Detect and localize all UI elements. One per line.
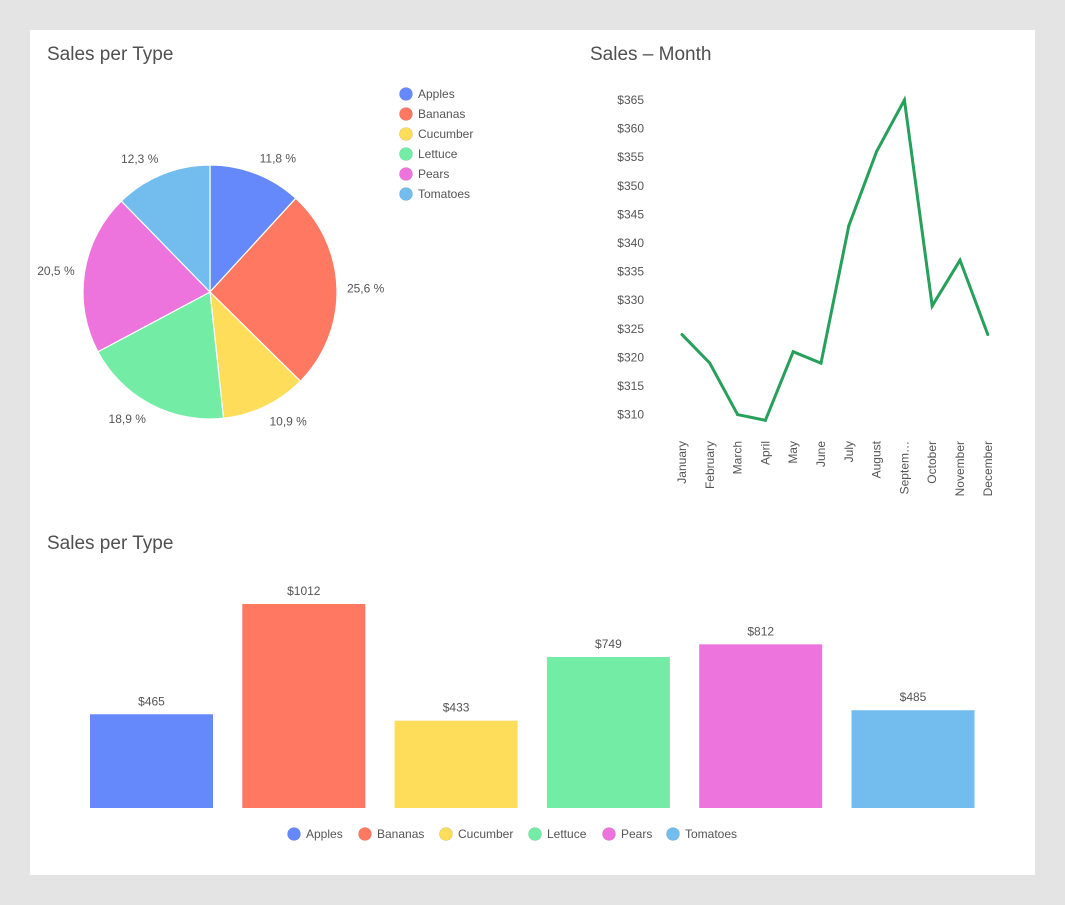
line-point-septem: [902, 98, 906, 102]
line-point-february: [708, 361, 712, 365]
bar-pears: [699, 644, 823, 808]
line-y-tick-350: $350: [617, 179, 644, 193]
charts-canvas: 11,8 % 25,6 % 10,9 % 18,9 % 20,5 % 12,3 % Appl…: [37, 87, 995, 841]
pie-slice-tomatoes: [120, 164, 211, 294]
bar-legend-label-pears: Pears: [621, 827, 652, 841]
bar-bananas: [242, 604, 366, 808]
line-point-november: [958, 258, 962, 262]
line-y-tick-360: $360: [617, 122, 644, 136]
pie-label-cucumber: 10,9 %: [269, 414, 307, 428]
line-y-tick-325: $325: [617, 322, 644, 336]
bar-apples: [90, 714, 213, 808]
bar-tomatoes: [851, 710, 975, 808]
pie-label-lettuce: 18,9 %: [109, 412, 147, 426]
pie-slice-lettuce: [97, 291, 225, 420]
pie-legend-marker-tomatoes: [399, 187, 413, 201]
line-point-april: [763, 418, 767, 422]
line-y-tick-355: $355: [617, 150, 644, 164]
bar-value-label-cucumber: $433: [443, 701, 470, 715]
pie-legend-label-pears: Pears: [418, 167, 449, 181]
bar-legend-label-cucumber: Cucumber: [458, 827, 513, 841]
pie-legend-label-lettuce: Lettuce: [418, 147, 458, 161]
line-point-may: [791, 350, 795, 354]
line-chart-title: Sales – Month: [590, 44, 712, 65]
bar-legend-label-tomatoes: Tomatoes: [685, 827, 737, 841]
pie-legend-marker-bananas: [399, 107, 413, 121]
bar-legend-label-bananas: Bananas: [377, 827, 424, 841]
pie-chart-title: Sales per Type: [47, 44, 174, 65]
bar-value-label-bananas: $1012: [287, 584, 321, 598]
line-y-tick-315: $315: [617, 379, 644, 393]
bar-cucumber: [394, 720, 518, 808]
line-point-october: [930, 304, 934, 308]
line-x-tick-may: May: [786, 441, 800, 464]
bar-legend-marker-tomatoes: [666, 827, 680, 841]
line-x-tick-july: July: [842, 441, 856, 462]
line-x-tick-septem: Septem…: [897, 441, 911, 494]
pie-label-tomatoes: 12,3 %: [121, 152, 159, 166]
line-y-tick-330: $330: [617, 293, 644, 307]
pie-legend-label-tomatoes: Tomatoes: [418, 187, 470, 201]
line-y-tick-320: $320: [617, 350, 644, 364]
bar-value-label-tomatoes: $485: [900, 690, 927, 704]
line-x-tick-december: December: [981, 441, 995, 496]
pie-slice-bananas: [209, 197, 338, 383]
pie-legend-marker-cucumber: [399, 127, 413, 141]
line-y-tick-365: $365: [617, 93, 644, 107]
pie-legend-label-apples: Apples: [418, 87, 455, 101]
line-y-tick-340: $340: [617, 236, 644, 250]
line-x-tick-october: October: [925, 441, 939, 484]
line-x-tick-november: November: [953, 441, 967, 496]
bar-value-label-apples: $465: [138, 694, 165, 708]
pie-legend-marker-pears: [399, 167, 413, 181]
line-point-december: [986, 333, 990, 337]
bar-legend-label-lettuce: Lettuce: [547, 827, 587, 841]
line-x-tick-april: April: [758, 441, 772, 465]
pie-slice-apples: [209, 164, 297, 294]
line-point-january: [680, 333, 684, 337]
line-y-tick-335: $335: [617, 265, 644, 279]
line-x-tick-august: August: [870, 440, 884, 478]
pie-slice-pears: [82, 200, 211, 353]
bar-legend-marker-lettuce: [528, 827, 542, 841]
bar-lettuce: [546, 657, 670, 808]
line-x-tick-january: January: [675, 441, 689, 484]
pie-slice-cucumber: [209, 290, 302, 419]
line-point-july: [847, 224, 851, 228]
bar-legend-marker-apples: [287, 827, 301, 841]
line-y-tick-310: $310: [617, 408, 644, 422]
pie-legend-label-bananas: Bananas: [418, 107, 465, 121]
pie-legend-label-cucumber: Cucumber: [418, 127, 473, 141]
line-x-tick-march: March: [731, 441, 745, 474]
line-point-march: [736, 413, 740, 417]
line-series-sales: [680, 95, 990, 423]
bar-legend-marker-pears: [602, 827, 616, 841]
line-y-tick-345: $345: [617, 207, 644, 221]
pie-label-bananas: 25,6 %: [347, 282, 385, 296]
bar-legend-marker-cucumber: [439, 827, 453, 841]
pie-legend-marker-apples: [399, 87, 413, 101]
bar-chart-title: Sales per Type: [47, 533, 174, 554]
bar-legend-label-apples: Apples: [306, 827, 343, 841]
pie-legend-marker-lettuce: [399, 147, 413, 161]
bar-legend-marker-bananas: [358, 827, 372, 841]
pie-label-apples: 11,8 %: [260, 151, 297, 165]
line-x-tick-february: February: [703, 441, 717, 489]
bar-value-label-pears: $812: [747, 624, 774, 638]
pie-label-pears: 20,5 %: [37, 264, 75, 278]
bar-value-label-lettuce: $749: [595, 637, 622, 651]
line-point-june: [819, 361, 823, 365]
line-point-august: [875, 149, 879, 153]
line-x-tick-june: June: [814, 441, 828, 467]
dashboard-card: Sales per Type Sales – Month Sales per T…: [30, 30, 1035, 875]
